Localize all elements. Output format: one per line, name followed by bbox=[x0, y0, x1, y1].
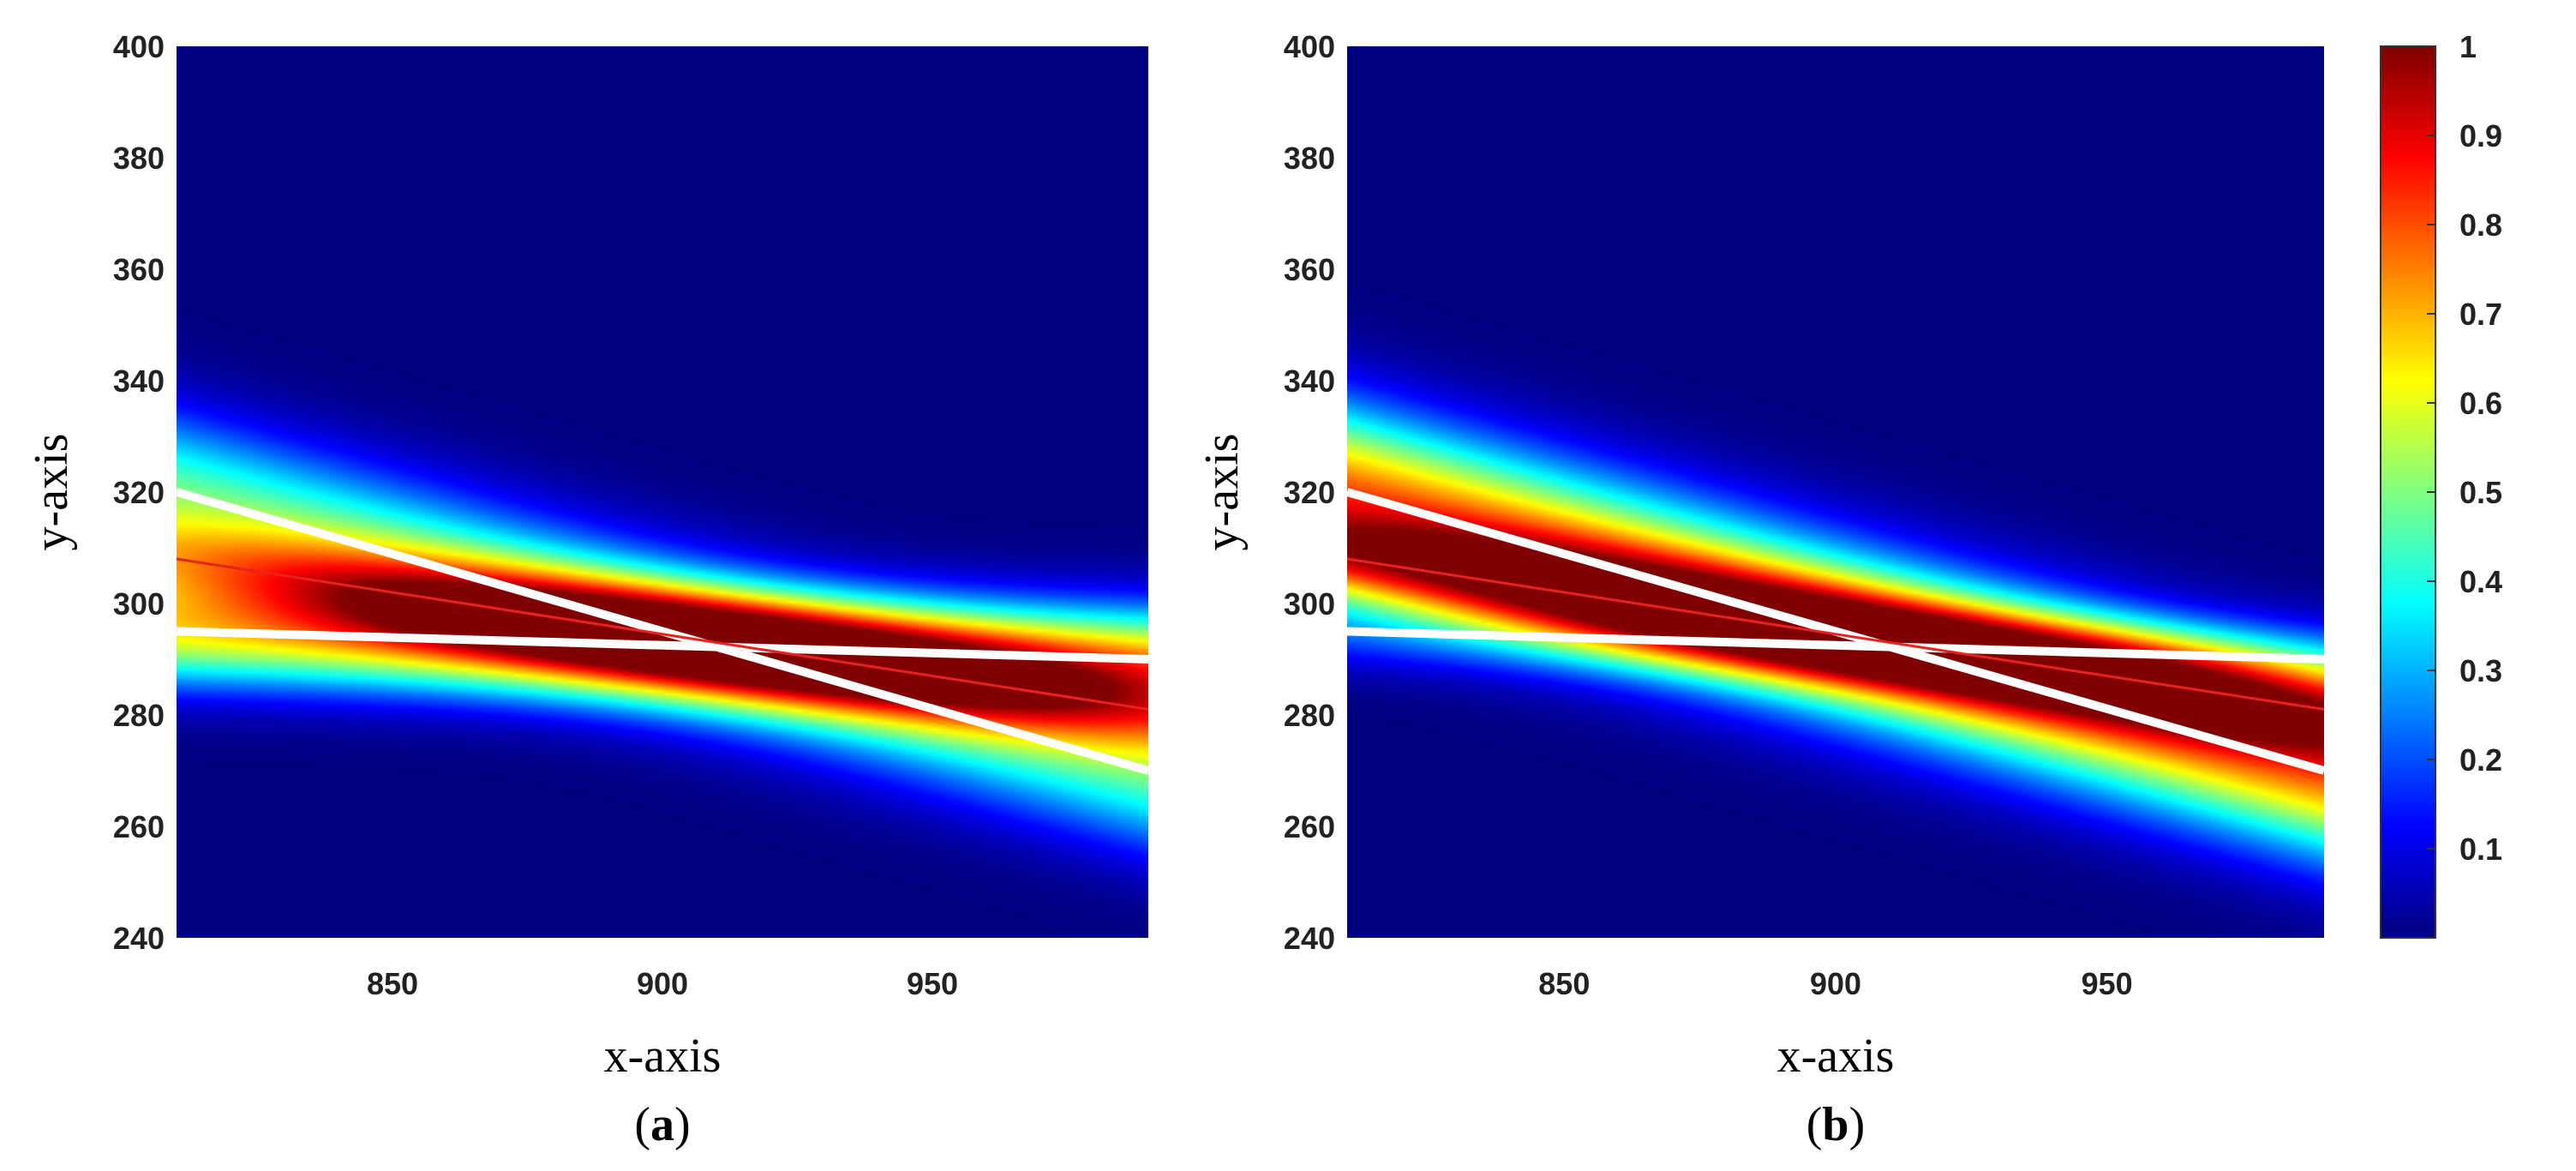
colorbar-tick-label: 0.2 bbox=[2459, 742, 2502, 778]
colorbar-tick-label: 0.9 bbox=[2459, 118, 2502, 153]
y-tick-label: 240 bbox=[1284, 921, 1335, 956]
y-tick-label: 320 bbox=[113, 475, 165, 510]
y-axis-title: y-axis bbox=[25, 434, 78, 551]
white-fit-line bbox=[1345, 488, 2326, 775]
colorbar-tick-label: 0.8 bbox=[2459, 207, 2502, 243]
y-tick-label: 340 bbox=[113, 363, 165, 399]
white-fit-line bbox=[1346, 627, 2325, 664]
y-tick-label: 260 bbox=[1284, 809, 1335, 844]
x-tick-label: 950 bbox=[907, 966, 958, 1001]
x-tick-label: 900 bbox=[637, 966, 688, 1001]
heatmap-image bbox=[1347, 46, 2324, 938]
colorbar-tick-label: 1 bbox=[2459, 29, 2477, 64]
white-fit-line bbox=[175, 488, 1150, 775]
y-tick-label: 380 bbox=[1284, 141, 1335, 176]
colorbar-tick-label: 0.7 bbox=[2459, 297, 2502, 332]
colorbar-tick-label: 0.1 bbox=[2459, 832, 2502, 867]
x-tick-label: 850 bbox=[367, 966, 418, 1001]
colorbar-tick-label: 0.4 bbox=[2459, 564, 2502, 599]
colorbar-gradient bbox=[2380, 45, 2436, 939]
red-reference-line bbox=[176, 557, 1149, 711]
y-tick-label: 320 bbox=[1284, 475, 1335, 510]
y-axis-title: y-axis bbox=[1195, 434, 1249, 551]
y-tick-label: 280 bbox=[113, 698, 165, 733]
y-tick-label: 360 bbox=[1284, 252, 1335, 287]
y-tick-label: 280 bbox=[1284, 698, 1335, 733]
x-tick-label: 900 bbox=[1810, 966, 1861, 1001]
x-axis-title: x-axis bbox=[604, 1030, 722, 1083]
colorbar-tick-label: 0.5 bbox=[2459, 475, 2502, 510]
x-axis-title: x-axis bbox=[1777, 1030, 1895, 1083]
x-tick-label: 950 bbox=[2082, 966, 2133, 1001]
y-tick-label: 340 bbox=[1284, 363, 1335, 399]
colorbar: 0.1 0.2 0.3 0.4 0.5 0.6 0.7 0.8 0.9 1 bbox=[2380, 29, 2502, 939]
panel-b: 240 260 280 300 320 340 360 380 400 850 900 950 x-ax… bbox=[1195, 29, 2326, 1151]
x-tick-label: 850 bbox=[1538, 966, 1590, 1001]
y-tick-label: 380 bbox=[113, 141, 165, 176]
panel-label: (a) bbox=[634, 1098, 690, 1151]
y-tick-label: 260 bbox=[113, 809, 165, 844]
y-tick-label: 360 bbox=[113, 252, 165, 287]
panel-a: 240 260 280 300 320 340 360 380 400 850 900 950 x-ax… bbox=[25, 29, 1150, 1151]
y-tick-label: 300 bbox=[1284, 586, 1335, 622]
panel-label: (b) bbox=[1806, 1098, 1865, 1151]
y-tick-label: 400 bbox=[113, 29, 165, 64]
y-tick-label: 240 bbox=[113, 921, 165, 956]
colorbar-tick-label: 0.3 bbox=[2459, 653, 2502, 688]
heatmap-image bbox=[177, 46, 1148, 938]
y-tick-label: 400 bbox=[1284, 29, 1335, 64]
red-reference-line bbox=[1346, 557, 2325, 711]
colorbar-tick-label: 0.6 bbox=[2459, 386, 2502, 421]
y-tick-label: 300 bbox=[113, 586, 165, 622]
white-fit-line bbox=[176, 627, 1149, 664]
